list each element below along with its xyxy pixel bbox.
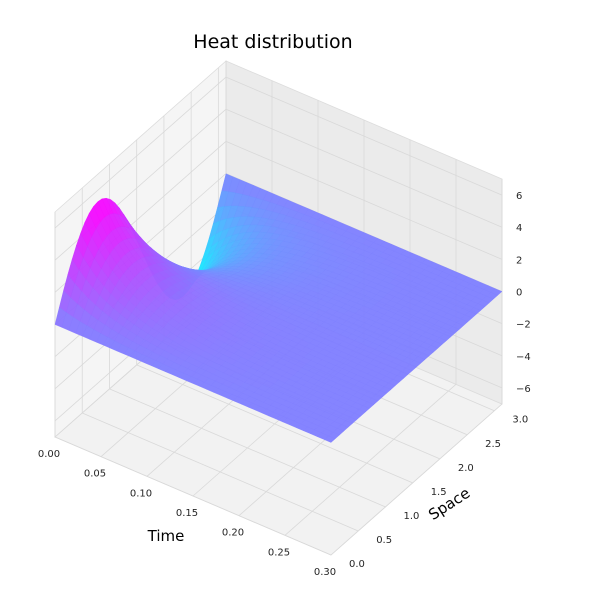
grid-line [136, 364, 413, 484]
z-tick-label: −6 [516, 384, 531, 395]
y-tick-label: 0.5 [376, 535, 392, 546]
surface-patch [323, 435, 336, 443]
grid-line [82, 412, 359, 532]
z-tick-label: −4 [516, 352, 531, 363]
x-tick-label: 0.25 [268, 547, 290, 558]
grid-line [54, 76, 227, 229]
z-tick-label: 0 [516, 288, 522, 299]
surface-mesh [54, 173, 503, 443]
x-tick-label: 0.10 [130, 488, 152, 499]
y-tick-label: 2.0 [458, 463, 474, 474]
x-tick-label: 0.30 [314, 567, 336, 578]
x-axis-label: Time [147, 527, 185, 545]
grid-line [225, 140, 503, 260]
y-tick-label: 2.5 [485, 439, 501, 450]
grid-line [54, 436, 332, 556]
grid-line [284, 384, 457, 536]
z-tick-label: 4 [516, 223, 522, 234]
y-tick-label: 1.5 [431, 487, 447, 498]
x-tick-label: 0.05 [84, 469, 106, 480]
grid-line [225, 108, 503, 228]
y-tick-label: 0.0 [349, 559, 365, 570]
grid-line [109, 388, 386, 508]
z-tick-label: −2 [516, 320, 531, 331]
y-tick-label: 3.0 [512, 415, 528, 426]
x-tick-label: 0.00 [38, 449, 60, 460]
axis-ticks: 0.00 0.05 0.10 0.15 0.20 0.25 0.30 0.0 0.5 1.0 1.5… [38, 191, 531, 578]
z-tick-label: 6 [516, 191, 522, 202]
z-tick-label: 2 [516, 255, 522, 266]
x-tick-label: 0.20 [222, 528, 244, 539]
y-tick-label: 1.0 [404, 511, 420, 522]
grid-line [225, 76, 503, 196]
x-tick-label: 0.15 [176, 508, 198, 519]
chart-title: Heat distribution [193, 31, 352, 53]
grid-line [330, 403, 503, 556]
